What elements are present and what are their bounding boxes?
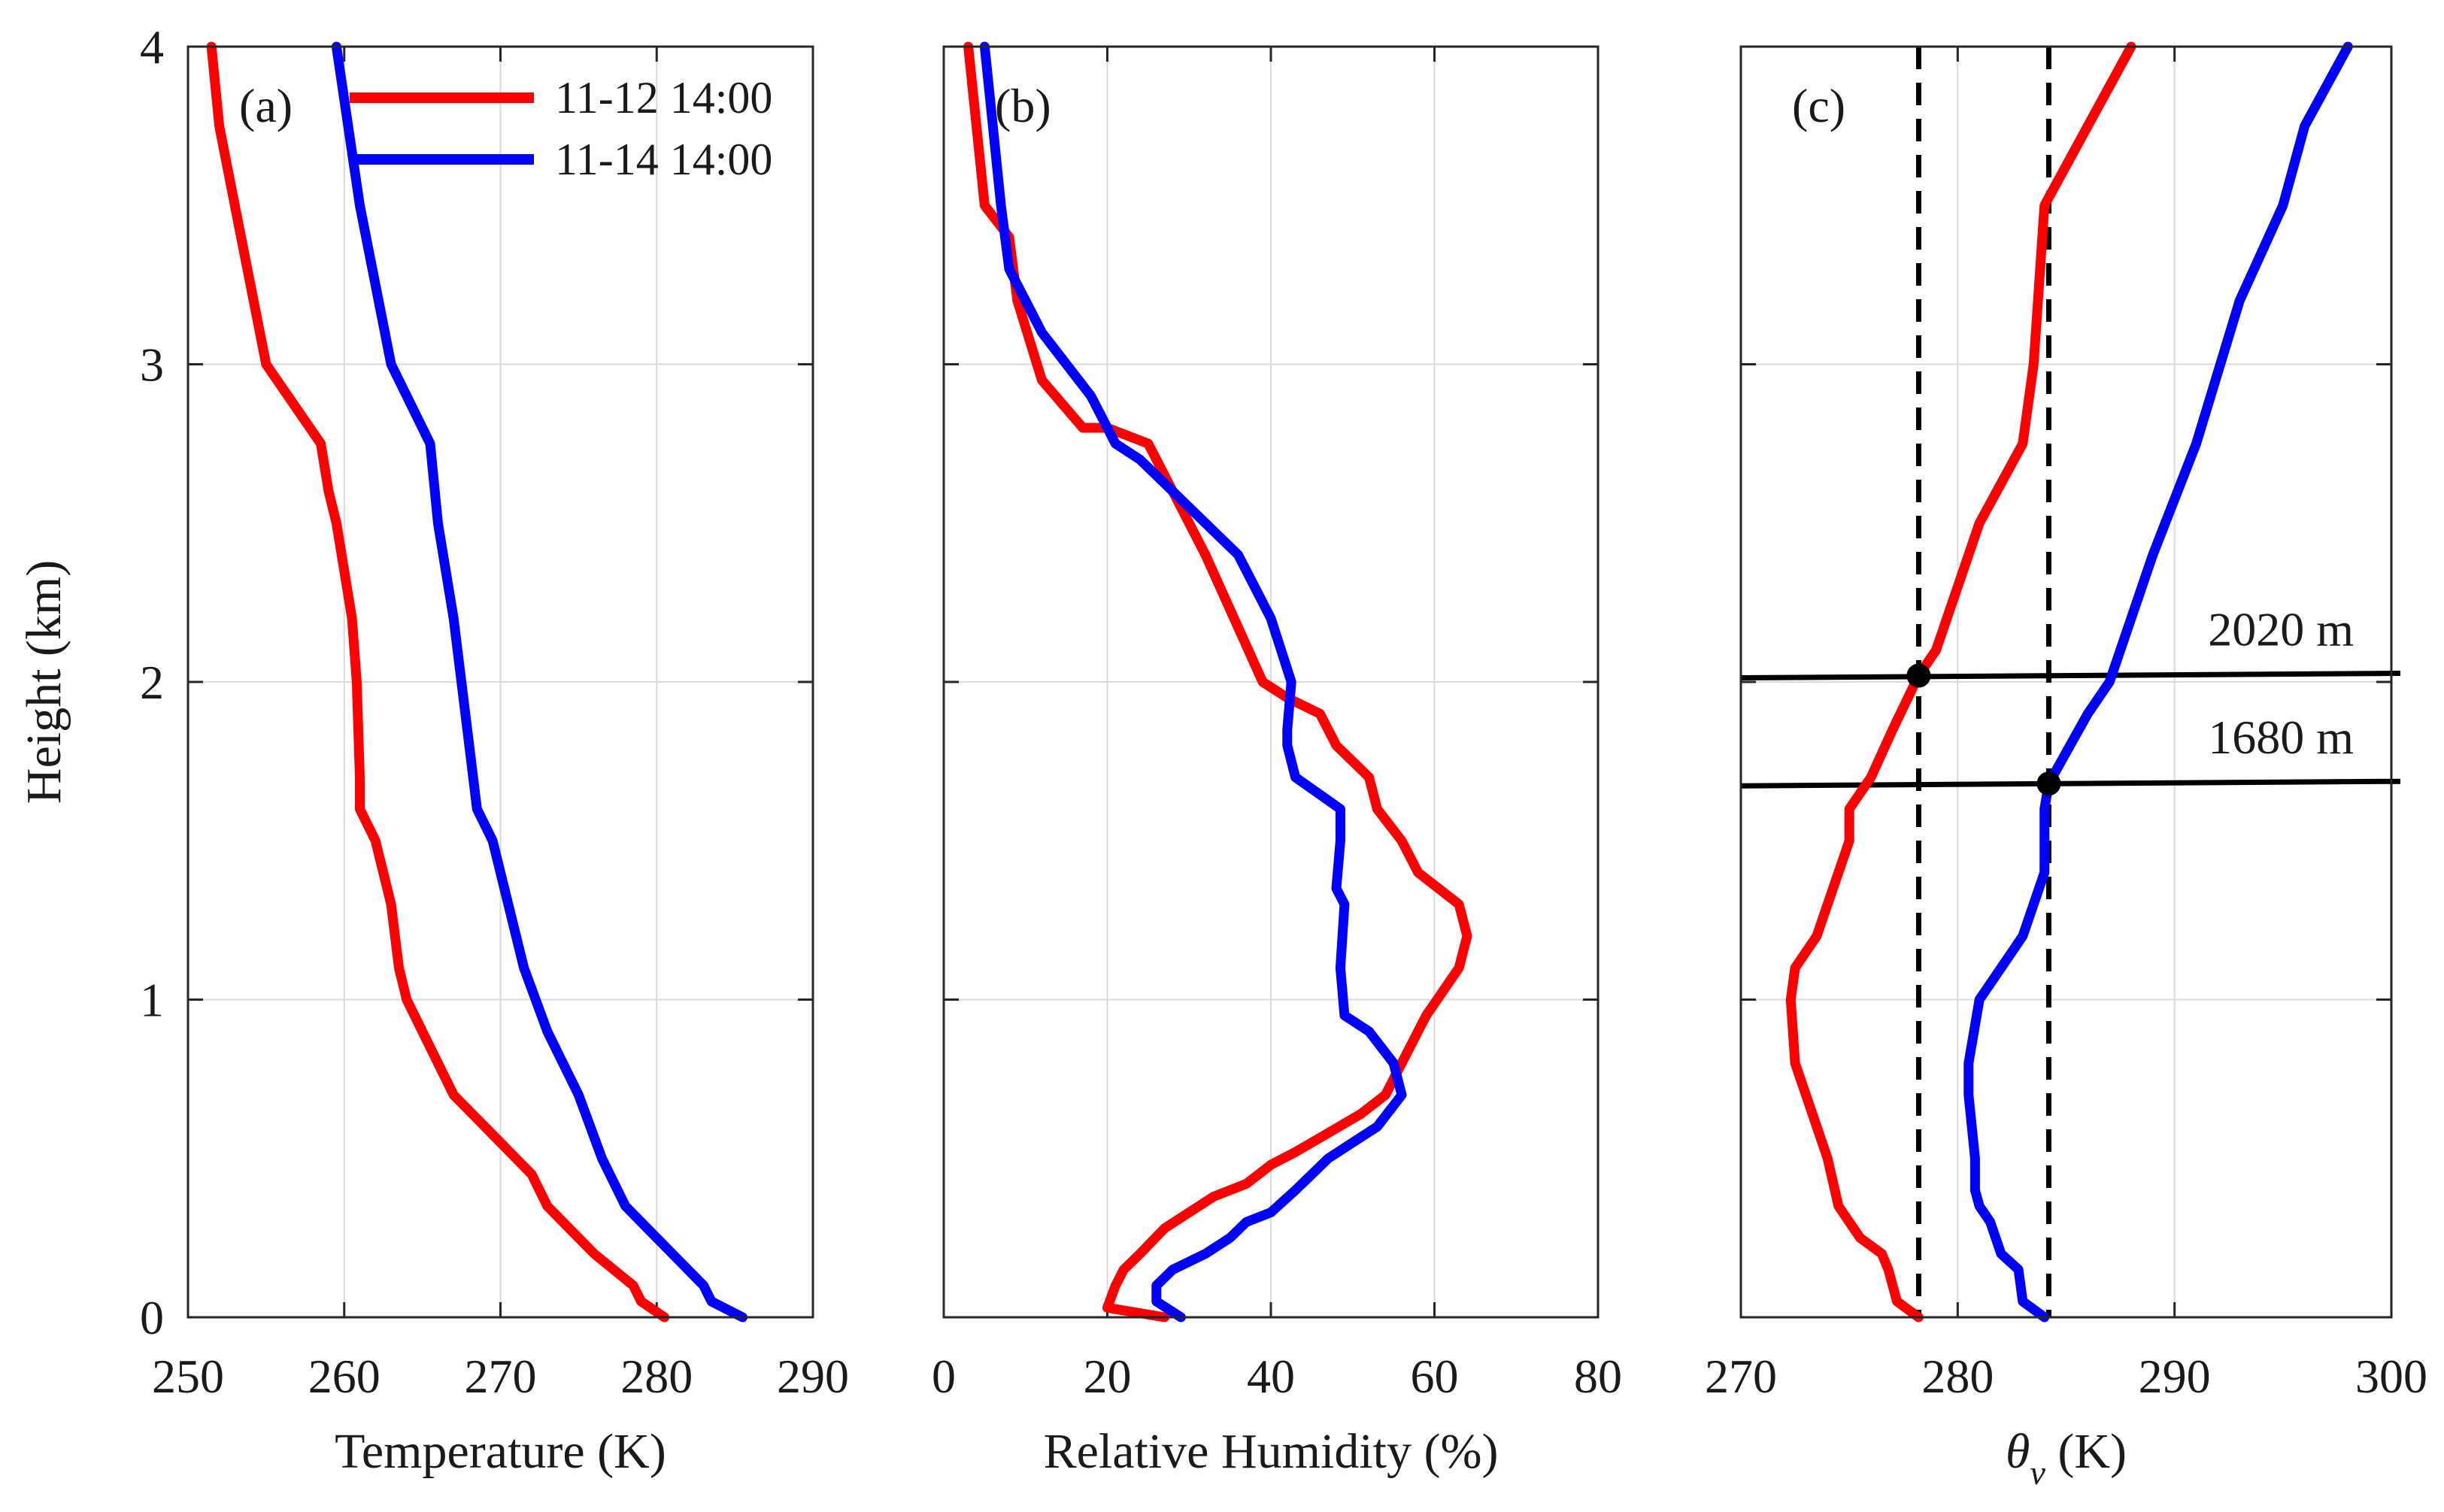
- panel-a-series-red-line: [206, 41, 670, 1323]
- panel-c-hline-label-1680-m: 1680 m: [2208, 711, 2354, 764]
- panel-c-hline-label-2020-m: 2020 m: [2208, 603, 2354, 656]
- panel-c-xtick-label: 290: [2139, 1350, 2211, 1403]
- panel-a-ytick-label: 4: [140, 20, 164, 74]
- panel-a-ytick-label: 1: [140, 974, 164, 1027]
- panel-a-frame: [186, 45, 814, 1319]
- panel-b-xtick-label: 0: [932, 1350, 956, 1403]
- panel-a-xtick-label: 280: [620, 1350, 693, 1403]
- panel-b-xtick-label: 80: [1574, 1350, 1622, 1403]
- panel-c-series-blue-line: [1963, 41, 2353, 1323]
- panel-b-frame: [942, 45, 1600, 1319]
- panel-a-series-blue-line: [331, 41, 747, 1323]
- panel-c-xtick-label: 300: [2355, 1350, 2427, 1403]
- panel-c-xtick-label: 280: [1921, 1350, 1994, 1403]
- panel-a-xtick-label: 260: [308, 1350, 381, 1403]
- legend-label-red: 11-12 14:00: [555, 73, 772, 123]
- panel-c-marker-0: [1906, 663, 1931, 688]
- panel-a-xtick-label: 290: [777, 1350, 849, 1403]
- panel-a-label: (a): [239, 79, 293, 132]
- panel-b-series-red-line: [963, 41, 1472, 1323]
- panel-c-xtick-label: 270: [1705, 1350, 1777, 1403]
- panel-c: 270 280 290 300 θv (K) 2020 m 1680 m (c): [1705, 41, 2427, 1492]
- panel-b-xtick-label: 20: [1084, 1350, 1132, 1403]
- panel-b-x-axis-label: Relative Humidity (%): [1044, 1424, 1499, 1479]
- panel-b-xtick-label: 60: [1411, 1350, 1459, 1403]
- panel-b-label: (b): [995, 79, 1051, 132]
- y-axis-label: Height (km): [17, 560, 71, 804]
- panel-a-xtick-label: 250: [152, 1350, 224, 1403]
- panel-c-marker-1: [2036, 771, 2061, 796]
- panel-a-ytick-label: 2: [140, 656, 164, 709]
- legend-label-blue: 11-14 14:00: [555, 135, 772, 184]
- legend: 11-12 14:00 11-14 14:00: [350, 73, 772, 184]
- panel-b-xtick-label: 40: [1247, 1350, 1295, 1403]
- panel-a-ytick-label: 0: [140, 1291, 164, 1344]
- panel-c-hline-1680-m: [1740, 778, 2401, 789]
- panel-c-frame: [1739, 45, 2393, 1319]
- panel-a-x-axis-label: Temperature (K): [335, 1424, 666, 1479]
- panel-b-series-blue-line: [979, 41, 1407, 1323]
- panel-c-hline-2020-m: [1740, 671, 2401, 681]
- panel-a-xtick-label: 270: [465, 1350, 537, 1403]
- panel-a-ytick-label: 3: [140, 338, 164, 392]
- panel-c-x-axis-label: θv (K): [2006, 1424, 2127, 1492]
- panel-b: 0 20 40 60 80 Relative Humidity (%) (b): [932, 41, 1622, 1479]
- panel-a: 250 260 270 280 290 0 1 2 3 4 Temperature (K) (a): [140, 20, 849, 1479]
- panel-c-series-red-line: [1785, 41, 2136, 1323]
- panel-c-label: (c): [1792, 79, 1845, 132]
